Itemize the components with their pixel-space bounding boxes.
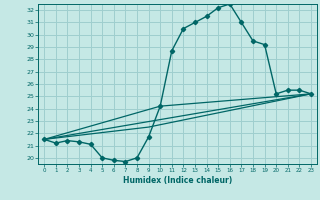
X-axis label: Humidex (Indice chaleur): Humidex (Indice chaleur) [123,176,232,185]
